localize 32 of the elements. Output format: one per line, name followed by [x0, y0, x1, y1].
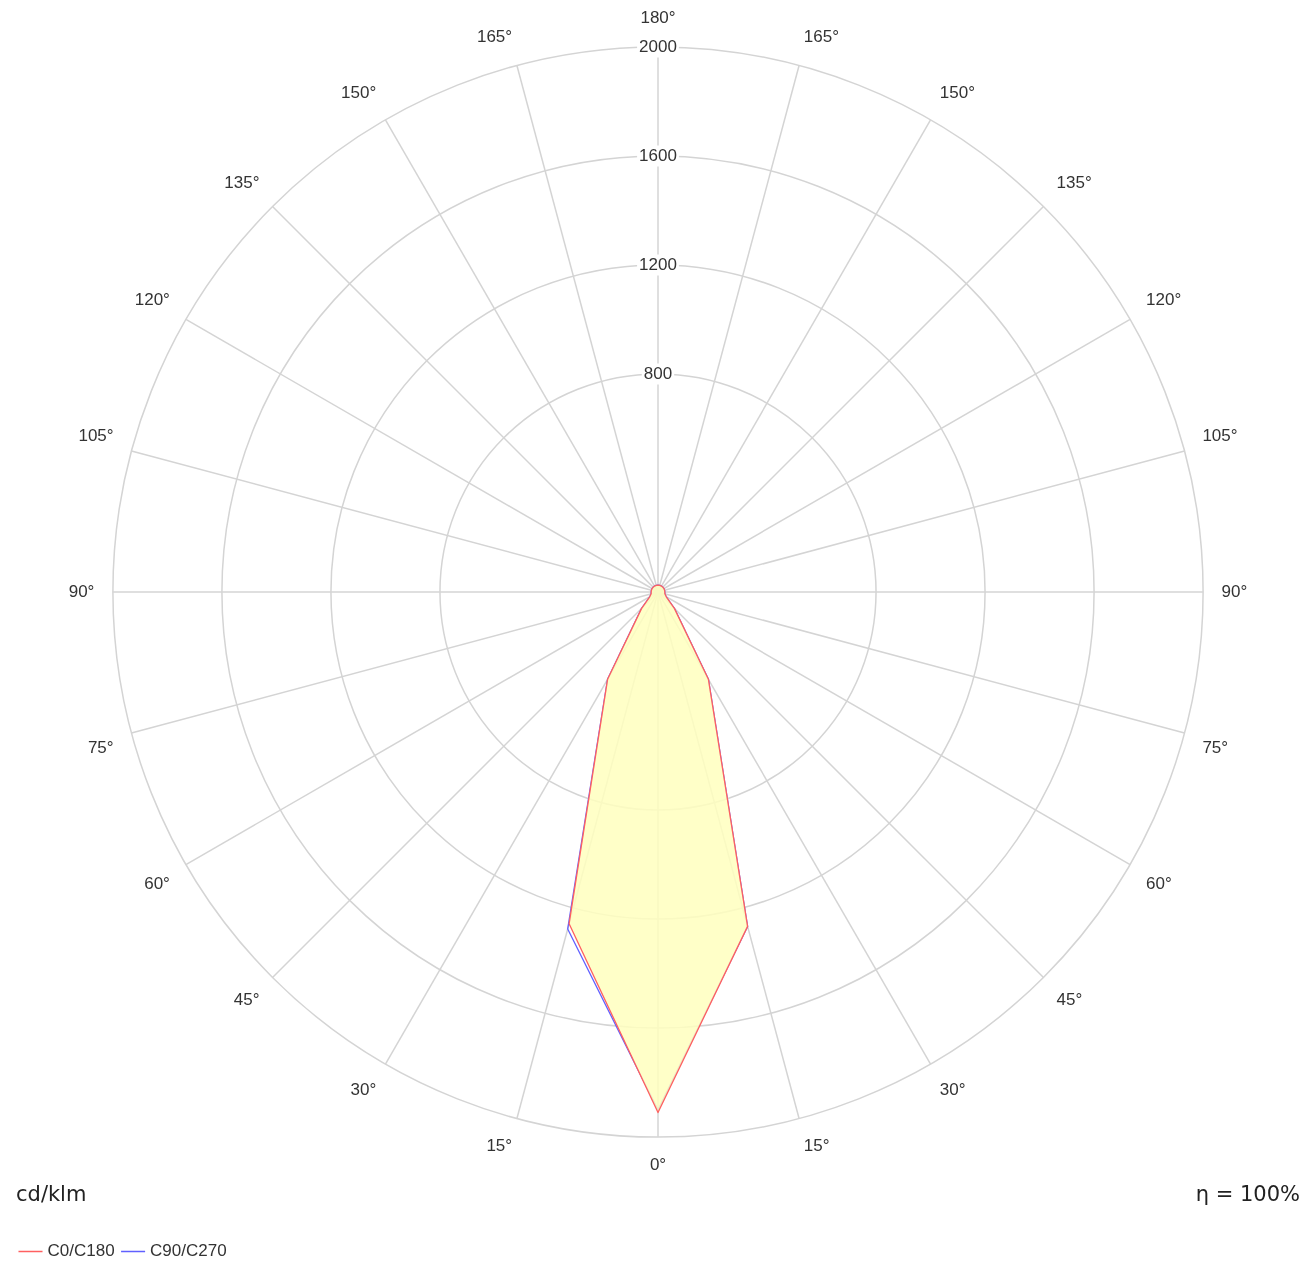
y-tick-label: 1200: [639, 254, 677, 274]
spoke-label: 120°: [1146, 289, 1182, 309]
spoke-label: 165°: [476, 27, 513, 47]
spoke-label: 75°: [1202, 737, 1229, 757]
spoke-label: 135°: [224, 172, 260, 192]
spoke-label: 45°: [233, 990, 260, 1010]
spoke-label: 15°: [803, 1136, 830, 1156]
spoke-label: 30°: [939, 1079, 966, 1099]
spoke-label: 135°: [1056, 172, 1092, 192]
spoke-label: 105°: [1202, 425, 1238, 445]
spoke-label: 60°: [144, 873, 170, 893]
legend-label: C0/C180: [47, 1241, 115, 1261]
spoke-label: 75°: [87, 737, 114, 757]
y-tick-label: 800: [643, 363, 673, 383]
spoke-label: 120°: [134, 289, 170, 309]
spoke-label: 180°: [640, 7, 676, 27]
spoke-label: 90°: [1221, 581, 1248, 601]
spoke-label: 15°: [486, 1136, 513, 1156]
spoke-label: 150°: [939, 83, 975, 103]
text: cd/klm: [16, 1181, 87, 1206]
spoke-label: 105°: [78, 425, 114, 445]
text: η = 100%: [1195, 1181, 1300, 1206]
spoke-label: 0°: [649, 1155, 667, 1175]
spoke-label: 90°: [68, 581, 95, 601]
spoke-label: 30°: [350, 1079, 377, 1099]
legend-label: C90/C270: [150, 1241, 227, 1261]
y-tick-label: 1600: [639, 145, 677, 165]
spoke-label: 45°: [1056, 990, 1083, 1010]
y-tick-label: 2000: [639, 36, 677, 56]
spoke-label: 150°: [341, 83, 377, 103]
spoke-label: 60°: [1146, 873, 1172, 893]
spoke-label: 165°: [803, 27, 840, 47]
